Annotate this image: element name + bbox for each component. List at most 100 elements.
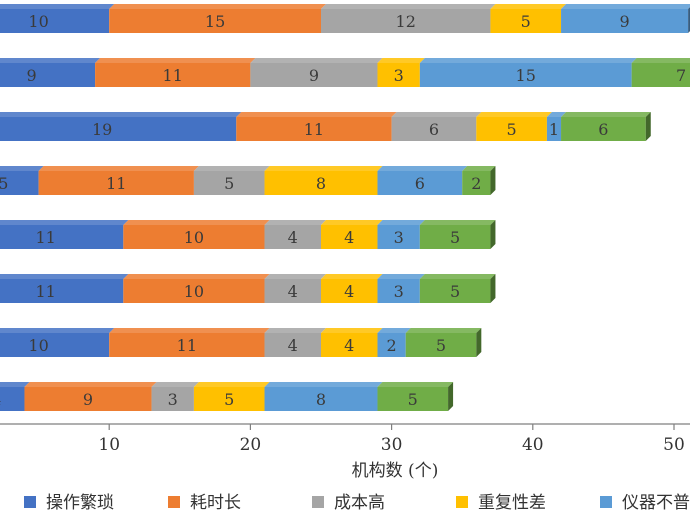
bar-segment-top xyxy=(123,274,270,279)
bar-segment-top xyxy=(193,166,270,171)
bar-row: 19 11 6 5 1 6 xyxy=(0,112,651,141)
bar-segment-top xyxy=(321,274,383,279)
bar-value-label: 11 xyxy=(163,66,183,85)
bar-segment xyxy=(321,333,378,357)
bar-segment xyxy=(321,279,378,303)
bar-end-face xyxy=(490,274,496,303)
bar-segment xyxy=(264,333,321,357)
bar-segment-top xyxy=(377,220,425,225)
bar-value-label: 8 xyxy=(316,174,326,193)
bar-value-label: 3 xyxy=(168,390,178,409)
bar-segment-top xyxy=(321,4,496,9)
bar-segment-top xyxy=(377,382,454,387)
bar-segment xyxy=(546,117,562,141)
bar-segment xyxy=(476,117,547,141)
legend-swatch xyxy=(600,496,612,508)
bar-segment xyxy=(561,9,689,33)
bar-value-label: 4 xyxy=(288,228,298,247)
bar-value-label: 9 xyxy=(26,66,36,85)
bar-value-label: 1 xyxy=(549,120,559,139)
bar-segment-top xyxy=(419,220,496,225)
bar-segment xyxy=(264,171,378,195)
bar-end-face xyxy=(645,112,651,141)
bar-segment xyxy=(377,387,449,411)
bar-segment-top xyxy=(546,112,567,117)
bar-value-label: 4 xyxy=(344,282,354,301)
bar-value-label: 5 xyxy=(224,390,234,409)
bar-segment-top xyxy=(0,112,242,117)
bar-segment xyxy=(264,387,378,411)
x-axis-ticks: 10 20 30 40 50 xyxy=(98,424,685,455)
bar-segment xyxy=(0,279,124,303)
bar-segment-top xyxy=(0,166,44,171)
bar-segment xyxy=(123,225,265,249)
bar-segment-top xyxy=(561,4,690,9)
bar-row: 10 15 12 5 9 xyxy=(0,4,690,33)
bar-segment xyxy=(0,387,25,411)
bar-segment-top xyxy=(0,220,129,225)
bar-value-label: 5 xyxy=(450,282,460,301)
bar-value-label: 11 xyxy=(106,174,126,193)
bar-segment-top xyxy=(0,58,101,63)
bar-value-label: 10 xyxy=(28,336,48,355)
bar-segment xyxy=(377,171,463,195)
bar-segment xyxy=(193,171,265,195)
bar-segment xyxy=(377,63,420,87)
bar-value-label: 15 xyxy=(205,12,225,31)
legend-item: 成本高 xyxy=(312,493,385,513)
bar-segment xyxy=(0,63,96,87)
bar-row: 9 11 9 3 15 7 xyxy=(0,58,690,87)
bar-value-label: 4 xyxy=(344,336,354,355)
legend-swatch xyxy=(456,496,468,508)
bar-segment xyxy=(264,225,321,249)
bar-segment-top xyxy=(123,220,270,225)
bar-segment-top xyxy=(462,166,496,171)
legend-item: 重复性差 xyxy=(456,493,546,513)
bar-segment xyxy=(419,225,491,249)
bar-value-label: 3 xyxy=(394,282,404,301)
bar-segment-top xyxy=(321,220,383,225)
bar-value-label: 11 xyxy=(35,228,55,247)
bar-end-face xyxy=(448,382,454,411)
bar-segment-top xyxy=(321,328,383,333)
bar-segment xyxy=(391,117,477,141)
legend-label: 重复性差 xyxy=(478,493,546,513)
bar-value-label: 5 xyxy=(0,174,8,193)
legend-label: 成本高 xyxy=(334,493,385,513)
bar-segment xyxy=(236,117,392,141)
legend-label: 操作繁琐 xyxy=(46,493,114,513)
bar-segment xyxy=(95,63,251,87)
bar-segment-top xyxy=(377,58,425,63)
bar-segment xyxy=(377,225,420,249)
bar-value-label: 5 xyxy=(450,228,460,247)
bar-segment-top xyxy=(264,328,326,333)
bar-value-label: 5 xyxy=(224,174,234,193)
bar-segment-top xyxy=(24,382,157,387)
bar-segment xyxy=(0,117,237,141)
bar-segment-top xyxy=(377,166,468,171)
bar-value-label: 5 xyxy=(507,120,517,139)
bar-segment-top xyxy=(419,58,637,63)
bar-segment xyxy=(419,63,632,87)
bar-segment xyxy=(0,333,110,357)
x-tick-label: 30 xyxy=(381,435,403,455)
bar-row: 11 10 4 4 3 5 xyxy=(0,220,496,249)
bar-segment-top xyxy=(193,382,270,387)
bar-segment-top xyxy=(264,274,326,279)
bar-value-label: 9 xyxy=(309,66,319,85)
bar-value-label: 10 xyxy=(184,282,204,301)
bar-segment-top xyxy=(95,58,256,63)
bar-segment-top xyxy=(0,4,115,9)
bar-row: 4 9 3 5 8 5 xyxy=(0,382,454,411)
x-tick-label: 20 xyxy=(240,435,262,455)
bar-segment xyxy=(193,387,265,411)
bar-value-label: 5 xyxy=(521,12,531,31)
bar-value-label: 11 xyxy=(177,336,197,355)
bar-value-label: 2 xyxy=(387,336,397,355)
bar-segment xyxy=(0,225,124,249)
bar-segment xyxy=(490,9,562,33)
bar-segment xyxy=(377,279,420,303)
legend-item: 操作繁琐 xyxy=(24,493,114,513)
legend-label: 仪器不普及 xyxy=(622,493,690,513)
